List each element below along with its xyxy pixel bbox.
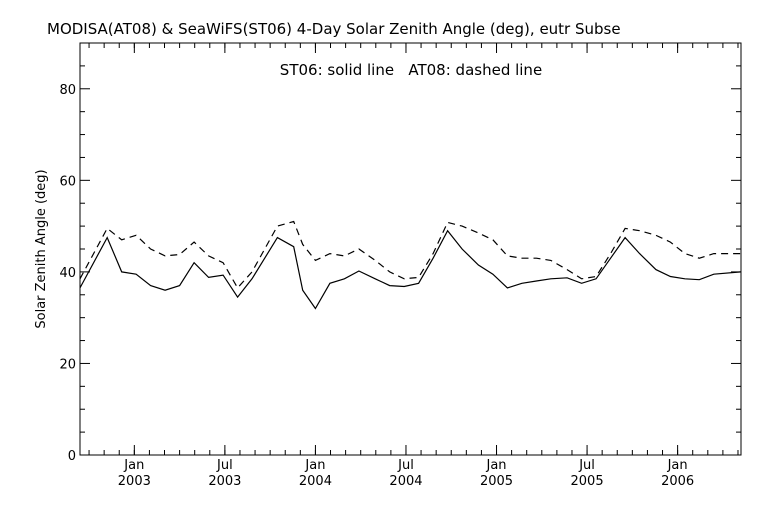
y-tick-label: 40 — [59, 266, 76, 281]
y-axis-label: Solar Zenith Angle (deg) — [34, 169, 49, 328]
y-tick-label: 80 — [59, 83, 76, 98]
x-tick-label-year: 2005 — [571, 474, 604, 489]
legend-annotation: ST06: solid line AT08: dashed line — [280, 61, 542, 79]
series-layer — [79, 220, 742, 310]
x-tick-label-year: 2003 — [208, 474, 241, 489]
y-tick-label: 20 — [59, 357, 76, 372]
x-tick-label-month: Jul — [578, 458, 595, 473]
x-tick-label-month: Jan — [667, 458, 688, 473]
y-axis: 0 20 40 60 80 — [59, 42, 741, 464]
y-tick-label: 60 — [59, 174, 76, 189]
x-tick-label-month: Jan — [304, 458, 325, 473]
x-tick-label-year: 2006 — [661, 474, 694, 489]
x-tick-label-month: Jan — [123, 458, 144, 473]
plot-frame — [79, 42, 742, 456]
y-tick-label: 0 — [68, 449, 76, 464]
x-tick-label-year: 2005 — [480, 474, 513, 489]
x-tick-label-year: 2004 — [299, 474, 332, 489]
x-tick-label-month: Jul — [216, 458, 233, 473]
x-tick-label-month: Jul — [397, 458, 414, 473]
x-tick-label-month: Jan — [485, 458, 506, 473]
x-tick-label-year: 2004 — [389, 474, 422, 489]
series-line-st06 — [79, 229, 742, 310]
chart-title: MODISA(AT08) & SeaWiFS(ST06) 4-Day Solar… — [47, 20, 621, 38]
series-line-at08 — [79, 220, 741, 289]
x-tick-label-year: 2003 — [118, 474, 151, 489]
x-axis: Jan2003Jul2003Jan2004Jul2004Jan2005Jul20… — [88, 43, 739, 489]
